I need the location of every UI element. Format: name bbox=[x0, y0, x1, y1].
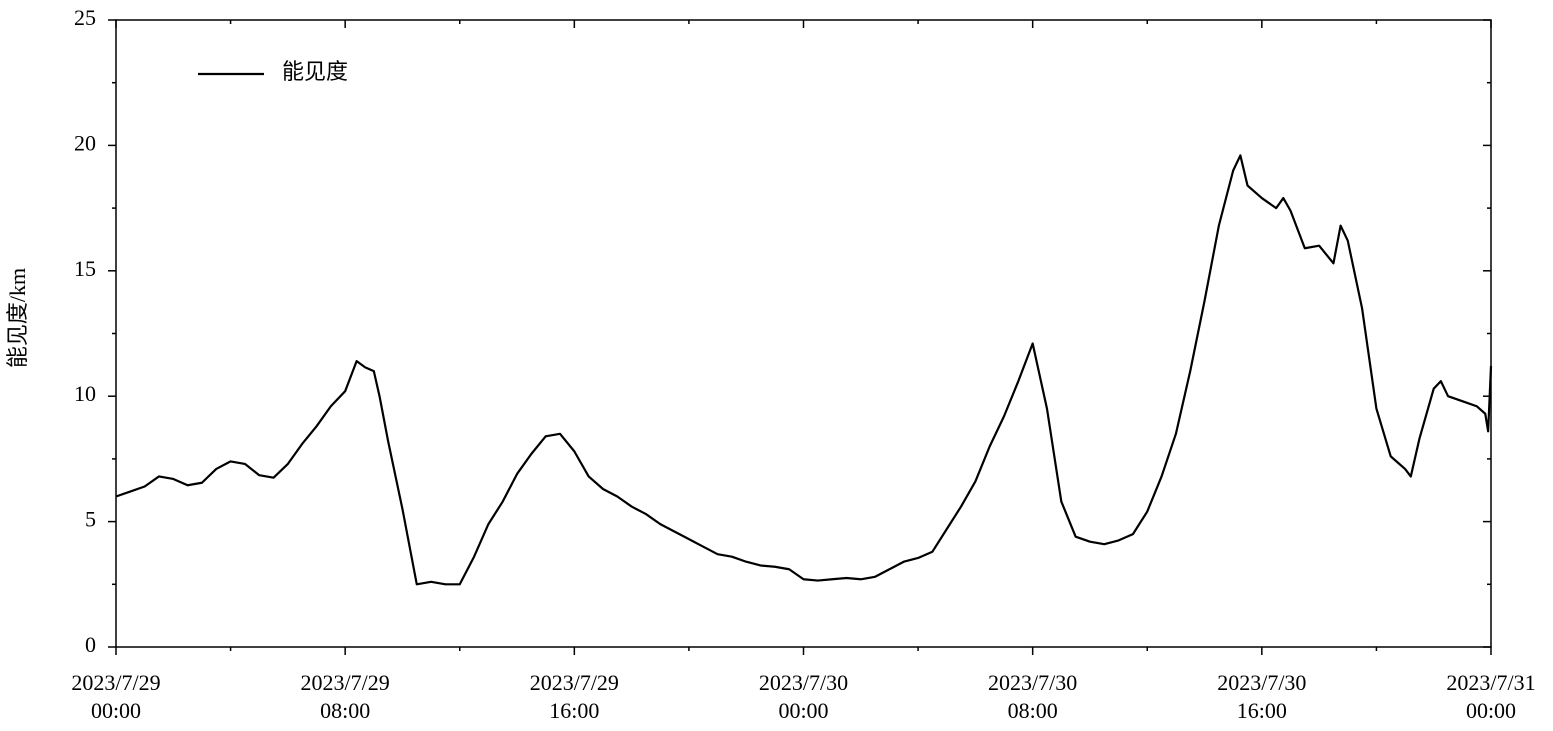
y-tick-label: 25 bbox=[74, 5, 96, 30]
x-tick-label: 2023/7/30 00:00 bbox=[758, 670, 849, 723]
x-tick-label: 2023/7/31 00:00 bbox=[1446, 670, 1536, 723]
y-tick-label: 20 bbox=[74, 130, 96, 155]
line-series bbox=[115, 154, 1493, 586]
x-tick-label: 2023/7/29 08:00 bbox=[300, 670, 390, 723]
x-tick-label: 2023/7/30 16:00 bbox=[1217, 670, 1307, 723]
x-tick-label: 2023/7/29 00:00 bbox=[71, 670, 161, 723]
y-tick-label: 0 bbox=[85, 632, 96, 657]
x-tick-label: 2023/7/29 16:00 bbox=[529, 670, 619, 723]
legend-label: 能见度 bbox=[282, 59, 348, 84]
y-tick-label: 15 bbox=[74, 256, 96, 281]
y-tick-label: 10 bbox=[74, 381, 96, 406]
x-tick-label: 2023/7/30 08:00 bbox=[988, 670, 1078, 723]
y-axis-label: 能见度/km bbox=[5, 268, 30, 368]
y-tick-label: 5 bbox=[85, 507, 96, 532]
plot-frame bbox=[115, 19, 1492, 648]
